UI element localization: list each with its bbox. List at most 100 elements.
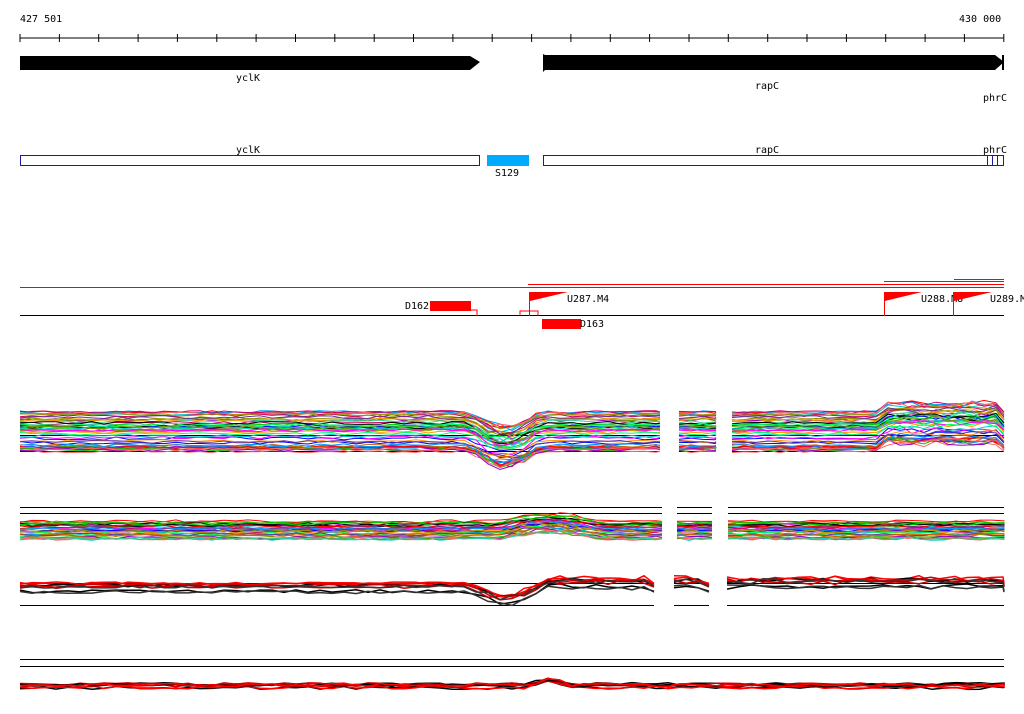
profile-line bbox=[19, 520, 663, 531]
profile-line bbox=[731, 410, 1005, 424]
profile-line bbox=[19, 431, 661, 451]
profile-line bbox=[19, 585, 655, 607]
profile-line bbox=[731, 437, 1005, 450]
feature-label-D162: D162 bbox=[405, 301, 429, 312]
profile-line bbox=[726, 577, 1005, 586]
profile-line bbox=[20, 446, 661, 468]
profile-line bbox=[676, 522, 713, 525]
profile-line bbox=[726, 583, 1005, 593]
feature-block-D162[interactable] bbox=[430, 301, 471, 311]
profile-line bbox=[673, 583, 710, 593]
profile-line bbox=[731, 417, 1005, 430]
annotation-label-phrC: phrC bbox=[983, 145, 1007, 156]
feature-marker-track: D162 D163 U287.M4 U288.M8 U289.M bbox=[20, 279, 1024, 330]
gene-arrow-yclK[interactable] bbox=[20, 56, 480, 70]
annotation-box-yclK[interactable] bbox=[20, 155, 480, 166]
profile-line bbox=[673, 574, 710, 585]
profile-line bbox=[19, 425, 661, 443]
annotation-label-yclK: yclK bbox=[236, 145, 260, 156]
feature-label-U289: U289.M bbox=[990, 294, 1024, 305]
profile-line bbox=[19, 439, 661, 457]
profile-line bbox=[727, 532, 1005, 538]
profile-line bbox=[19, 415, 661, 435]
profile-line bbox=[19, 515, 663, 526]
profile-line bbox=[726, 583, 1005, 592]
profile-line bbox=[678, 413, 717, 417]
profile-line bbox=[678, 433, 717, 438]
profile-line bbox=[673, 578, 710, 588]
profile-line bbox=[19, 420, 661, 438]
profile-line bbox=[19, 578, 655, 601]
profile-line bbox=[678, 415, 717, 419]
profile-line bbox=[673, 579, 710, 586]
profile-line bbox=[19, 680, 1005, 690]
annotation-box-phrC[interactable] bbox=[987, 155, 1004, 166]
profile-line bbox=[19, 413, 661, 435]
profile-line bbox=[731, 406, 1005, 420]
profile-line bbox=[726, 578, 1005, 587]
profile-line bbox=[19, 443, 661, 464]
profile-line bbox=[678, 440, 717, 444]
expression-track-2 bbox=[19, 507, 1005, 541]
gene-label-rapC: rapC bbox=[755, 81, 779, 92]
profile-line bbox=[19, 422, 661, 441]
ruler-end-label: 430 000 bbox=[959, 14, 1001, 25]
profile-line bbox=[19, 439, 661, 459]
profile-line bbox=[727, 536, 1005, 541]
annotation-label-rapC: rapC bbox=[755, 145, 779, 156]
profile-line bbox=[678, 410, 717, 413]
feature-hook-D162 bbox=[469, 309, 478, 316]
profile-line bbox=[727, 529, 1005, 534]
flag-U288[interactable] bbox=[885, 292, 922, 301]
gene-arrow-rapC[interactable] bbox=[543, 54, 1004, 72]
expression-track-1 bbox=[19, 399, 1005, 471]
profile-line bbox=[678, 420, 717, 424]
profile-line bbox=[19, 522, 662, 534]
profile-line bbox=[731, 430, 1005, 444]
profile-line bbox=[726, 576, 1005, 586]
annotation-track: yclK rapC phrC S129 bbox=[20, 145, 1007, 179]
profile-line bbox=[678, 423, 717, 427]
profile-line bbox=[19, 421, 661, 444]
gene-arrow-phrC[interactable] bbox=[985, 56, 992, 70]
annotation-box-rapC[interactable] bbox=[543, 155, 988, 166]
profile-line bbox=[19, 525, 663, 538]
feature-label-U288: U288.M8 bbox=[921, 294, 963, 305]
profile-line bbox=[731, 437, 1005, 451]
gene-label-phrC: phrC bbox=[983, 93, 1007, 104]
profile-line bbox=[678, 422, 717, 426]
profile-line bbox=[678, 437, 717, 441]
profile-line bbox=[19, 449, 661, 467]
expression-track-4 bbox=[19, 659, 1005, 691]
profile-line bbox=[19, 424, 661, 444]
flag-U287[interactable] bbox=[530, 292, 568, 301]
profile-line bbox=[676, 521, 713, 525]
profile-line bbox=[727, 519, 1005, 524]
profile-line bbox=[19, 433, 661, 449]
profile-line bbox=[731, 430, 1005, 444]
ruler-start-label: 427 501 bbox=[20, 14, 62, 25]
profile-line bbox=[19, 518, 663, 529]
profile-line bbox=[19, 436, 661, 452]
profile-line bbox=[678, 425, 717, 428]
coordinate-ruler: 427 501 430 000 bbox=[19, 14, 1005, 42]
annotation-label-S129: S129 bbox=[495, 168, 519, 179]
profile-line bbox=[676, 527, 713, 531]
profile-line bbox=[731, 418, 1005, 432]
profile-line bbox=[731, 424, 1005, 438]
profile-line bbox=[731, 425, 1005, 440]
profile-line bbox=[731, 412, 1005, 427]
profile-line bbox=[19, 417, 661, 438]
profile-line bbox=[676, 536, 713, 540]
feature-block-D163[interactable] bbox=[542, 319, 581, 329]
profile-line bbox=[731, 421, 1005, 436]
profile-line bbox=[676, 529, 713, 534]
profile-line bbox=[678, 428, 717, 432]
annotation-box-S129[interactable] bbox=[487, 155, 529, 166]
flag-U289[interactable] bbox=[954, 292, 992, 301]
profile-line bbox=[19, 678, 1005, 688]
profile-line bbox=[676, 524, 713, 528]
expression-track-3 bbox=[19, 574, 1005, 607]
ruler-ticks bbox=[19, 34, 1005, 42]
